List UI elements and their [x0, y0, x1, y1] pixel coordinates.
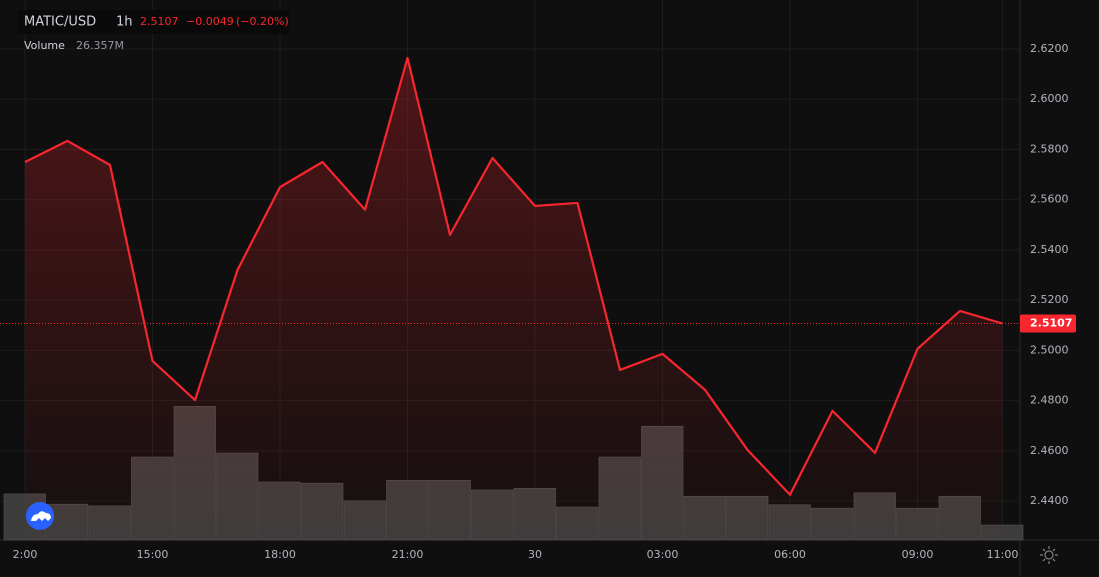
- last-price: 2.5107: [140, 15, 179, 28]
- last-price-badge-label: 2.5107: [1030, 316, 1072, 329]
- x-tick-label: 30: [528, 548, 542, 561]
- plot: [0, 0, 1024, 541]
- logo-icon[interactable]: [31, 511, 51, 521]
- price-area: [25, 58, 1003, 540]
- y-tick-label: 2.6000: [1030, 92, 1069, 105]
- y-tick-label: 2.5800: [1030, 142, 1069, 155]
- y-tick-label: 2.4800: [1030, 394, 1069, 407]
- volume-value: 26.357M: [76, 39, 124, 52]
- x-tick-label: 2:00: [13, 548, 38, 561]
- y-tick-label: 2.5600: [1030, 193, 1069, 206]
- settings-icon[interactable]: [1040, 546, 1058, 564]
- x-tick-label: 15:00: [137, 548, 169, 561]
- x-tick-label: 11:00: [987, 548, 1019, 561]
- change: −0.0049: [186, 15, 234, 28]
- sun-core[interactable]: [1044, 550, 1054, 560]
- interval: 1h: [116, 15, 133, 30]
- volume-label: Volume: [24, 39, 65, 52]
- logo[interactable]: [26, 502, 54, 530]
- y-tick-label: 2.6200: [1030, 42, 1069, 55]
- x-tick-label: 21:00: [392, 548, 424, 561]
- y-tick-label: 2.5200: [1030, 293, 1069, 306]
- y-tick-label: 2.4600: [1030, 444, 1069, 457]
- y-tick-label: 2.4400: [1030, 494, 1069, 507]
- sun-rays[interactable]: [1040, 546, 1058, 564]
- last-price-badge: [1020, 314, 1076, 333]
- y-tick-label: 2.5400: [1030, 243, 1069, 256]
- x-tick-label: 09:00: [902, 548, 934, 561]
- x-tick-label: 03:00: [647, 548, 679, 561]
- header-box: [18, 10, 290, 34]
- change-percent: (−0.20%): [236, 15, 289, 28]
- price-line: [24, 56, 1003, 496]
- symbol: MATIC/USD: [24, 15, 96, 30]
- y-tick-label: 2.5000: [1030, 343, 1069, 356]
- x-tick-label: 18:00: [264, 548, 296, 561]
- x-tick-label: 06:00: [774, 548, 806, 561]
